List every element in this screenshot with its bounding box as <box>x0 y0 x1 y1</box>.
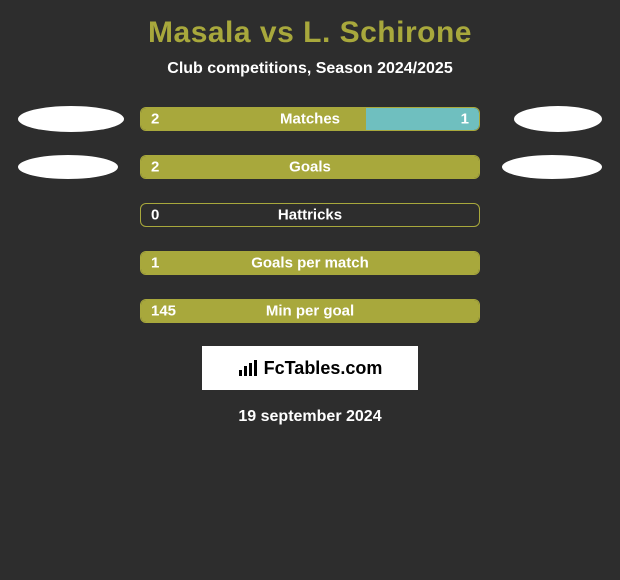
ellipse-icon <box>514 106 602 132</box>
stat-row: 1 Goals per match <box>0 250 620 276</box>
chart-icon <box>238 359 260 377</box>
stat-bar: 2 Goals <box>140 155 480 179</box>
stat-row: 2 Goals <box>0 154 620 180</box>
stat-bar: 0 Hattricks <box>140 203 480 227</box>
stat-bar: 145 Min per goal <box>140 299 480 323</box>
left-side <box>10 155 140 179</box>
stat-row: 0 Hattricks <box>0 202 620 228</box>
stat-label: Hattricks <box>278 207 342 224</box>
left-value: 2 <box>151 159 159 176</box>
right-side <box>480 106 610 132</box>
page-title: Masala vs L. Schirone <box>0 16 620 50</box>
left-value: 2 <box>151 111 159 128</box>
left-value: 145 <box>151 303 176 320</box>
stat-bar: 2 1 Matches <box>140 107 480 131</box>
date: 19 september 2024 <box>0 408 620 426</box>
ellipse-icon <box>18 155 118 179</box>
left-side <box>10 106 140 132</box>
stat-label: Goals per match <box>251 255 369 272</box>
ellipse-icon <box>502 155 602 179</box>
stat-label: Matches <box>280 111 340 128</box>
logo-box[interactable]: FcTables.com <box>202 346 418 390</box>
comparison-card: Masala vs L. Schirone Club competitions,… <box>0 0 620 426</box>
stat-rows: 2 1 Matches 2 Goals 0 Hattricks 1 Goals per matc… <box>0 106 620 324</box>
stat-row: 2 1 Matches <box>0 106 620 132</box>
logo: FcTables.com <box>238 358 383 379</box>
ellipse-icon <box>18 106 124 132</box>
stat-bar: 1 Goals per match <box>140 251 480 275</box>
logo-text: FcTables.com <box>264 358 383 379</box>
right-side <box>480 155 610 179</box>
left-value: 0 <box>151 207 159 224</box>
right-value: 1 <box>461 111 469 128</box>
stat-label: Goals <box>289 159 331 176</box>
stat-label: Min per goal <box>266 303 354 320</box>
stat-row: 145 Min per goal <box>0 298 620 324</box>
left-value: 1 <box>151 255 159 272</box>
subtitle: Club competitions, Season 2024/2025 <box>0 60 620 78</box>
